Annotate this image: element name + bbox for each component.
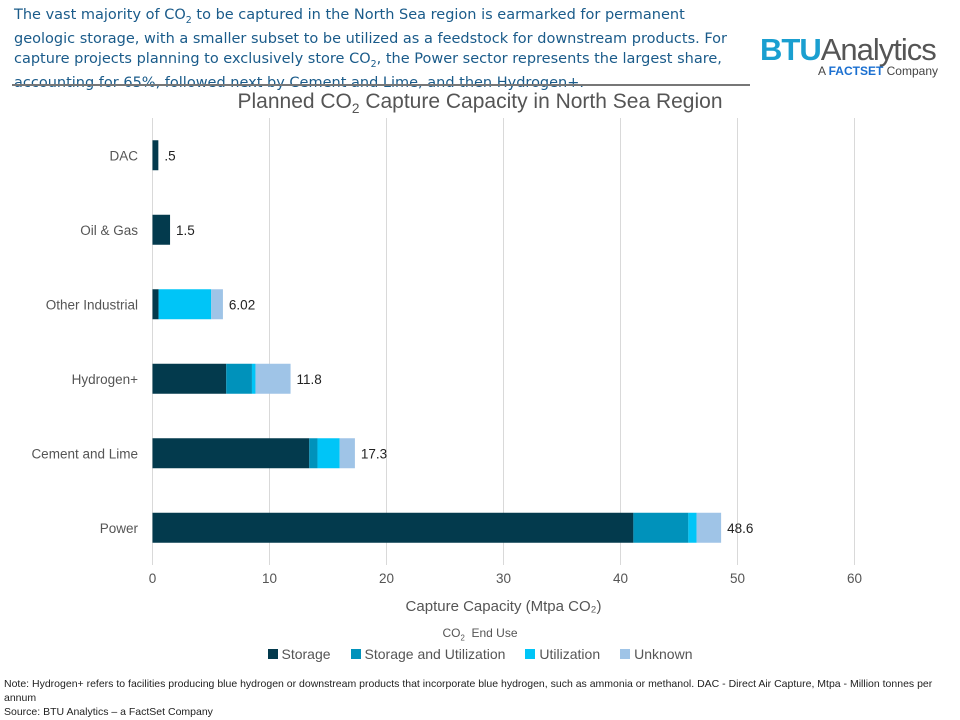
legend: CO2 End Use Storage Storage and Utilizati… <box>0 626 960 662</box>
intro-part: , the Power sector represents the larges… <box>14 50 722 91</box>
intro-sub: 2 <box>370 58 377 70</box>
x-tick-label: 20 <box>379 571 394 586</box>
legend-title-sub: 2 <box>460 633 465 643</box>
logo-tag: Company <box>883 64 938 78</box>
logo-factset: FACTSET <box>828 64 884 78</box>
bar-segment-utilization <box>688 512 697 543</box>
x-tick-label: 60 <box>847 571 862 586</box>
bar-segment-unknown <box>339 438 355 469</box>
footnote: Note: Hydrogen+ refers to facilities pro… <box>4 677 944 719</box>
legend-item: Storage <box>267 646 331 663</box>
bar-segment-utilization <box>158 289 212 320</box>
x-axis-title: Capture Capacity (Mtpa CO₂) <box>406 598 602 615</box>
y-category-label: Cement and Lime <box>31 446 138 461</box>
chart-title: Planned CO2 Capture Capacity in North Se… <box>0 90 960 116</box>
title-sub: 2 <box>351 101 360 117</box>
legend-label: Storage <box>281 646 331 663</box>
title-part: Capture Capacity in North Sea Region <box>359 90 723 113</box>
legend-item: Unknown <box>620 646 693 663</box>
y-category-label: Oil & Gas <box>80 223 138 238</box>
legend-swatch <box>620 649 631 660</box>
logo-brand: BTU <box>760 32 822 67</box>
bar-segment-storage <box>152 289 159 320</box>
x-tick-label: 40 <box>613 571 628 586</box>
legend-label: Unknown <box>634 646 693 663</box>
legend-item: Storage and Utilization <box>350 646 506 663</box>
bar-segment-unknown <box>696 512 722 543</box>
total-data-label: 11.8 <box>297 372 322 387</box>
y-category-label: Other Industrial <box>46 297 138 312</box>
logo-tag: A <box>817 64 829 78</box>
x-tick-label: 0 <box>149 571 157 586</box>
bar-segment-storage <box>152 438 310 469</box>
legend-swatch <box>350 649 361 660</box>
total-data-label: 17.3 <box>361 446 387 461</box>
source-text: Source: BTU Analytics – a FactSet Compan… <box>4 706 213 718</box>
btu-analytics-logo: BTUAnalytics A FACTSET Company <box>760 32 950 78</box>
bar-segment-storage <box>152 512 634 543</box>
x-tick-label: 30 <box>496 571 511 586</box>
intro-part: to be captured in the North Sea region i… <box>14 7 727 67</box>
y-category-label: Hydrogen+ <box>72 372 139 387</box>
divider <box>12 84 750 86</box>
intro-part: The vast majority of CO <box>14 7 186 23</box>
total-data-label: 1.5 <box>176 223 195 238</box>
bar-segment-storage-and-utilization <box>226 363 252 394</box>
y-category-label: DAC <box>109 148 138 163</box>
bar-segment-storage <box>152 140 159 171</box>
bar-segment-storage <box>152 214 171 245</box>
legend-title-part: End Use <box>464 626 518 640</box>
bar-segment-storage <box>152 363 227 394</box>
bar-segment-unknown <box>255 363 291 394</box>
total-data-label: .5 <box>164 148 175 163</box>
legend-title-part: CO <box>442 626 461 640</box>
legend-title: CO2 End Use <box>0 626 960 642</box>
legend-item: Utilization <box>525 646 600 662</box>
intro-sub: 2 <box>185 14 192 26</box>
note-text: Note: Hydrogen+ refers to facilities pro… <box>4 678 933 704</box>
bar-segment-storage-and-utilization <box>633 512 689 543</box>
title-part: Planned CO <box>237 90 352 113</box>
legend-label: Storage and Utilization <box>364 646 506 663</box>
bar-segment-utilization <box>251 363 256 394</box>
y-category-label: Power <box>100 521 139 536</box>
total-data-label: 48.6 <box>727 521 753 536</box>
intro-text: The vast majority of CO2 to be captured … <box>14 6 744 94</box>
legend-label: Utilization <box>539 646 601 663</box>
logo-name: Analytics <box>820 32 937 67</box>
x-tick-label: 50 <box>730 571 745 586</box>
legend-swatch <box>267 649 278 660</box>
bar-segment-unknown <box>211 289 223 320</box>
legend-swatch <box>525 649 536 660</box>
bar-segment-utilization <box>317 438 340 469</box>
bar-segment-storage-and-utilization <box>309 438 318 469</box>
total-data-label: 6.02 <box>229 297 255 312</box>
x-tick-label: 10 <box>262 571 277 586</box>
